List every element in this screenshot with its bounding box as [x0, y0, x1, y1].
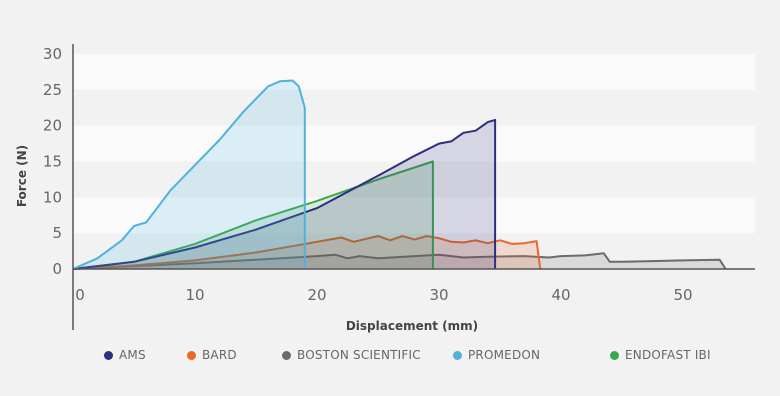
legend-label-ams: AMS: [119, 348, 146, 362]
legend-item-bard: BARD: [187, 348, 237, 362]
x-tick-label: 20: [307, 286, 326, 304]
series-layer: [72, 79, 727, 270]
y-tick-label: 5: [52, 224, 62, 242]
series-area-bard: [73, 236, 541, 269]
legend-swatch-promedon: [453, 350, 462, 360]
y-tick-label: 25: [43, 81, 62, 99]
x-tick-label: 50: [673, 286, 692, 304]
legend-label-promedon: PROMEDON: [468, 348, 541, 362]
legend-label-endofast-ibi: ENDOFAST IBI: [625, 348, 711, 362]
axes: [72, 44, 755, 330]
x-tick-label: 0: [75, 286, 85, 304]
legend-swatch-endofast-ibi: [610, 350, 619, 360]
grid-band: [73, 89, 755, 126]
x-axis-title: Displacement (mm): [346, 319, 478, 333]
y-axis-title: Force (N): [15, 145, 29, 207]
legend-item-promedon: PROMEDON: [453, 348, 540, 362]
tick-labels: 0 5 10 15 20 25 30 0 10 20 30 40 50: [43, 45, 693, 304]
y-tick-label: 20: [43, 117, 62, 135]
y-tick-label: 10: [43, 188, 62, 206]
legend-swatch-ams: [104, 350, 113, 360]
series-area-endofast-ibi: [73, 161, 433, 269]
legend-item-boston-scientific: BOSTON SCIENTIFIC: [282, 348, 421, 362]
legend: AMS BARD BOSTON SCIENTIFIC PROMEDON ENDO…: [0, 348, 780, 372]
legend-item-endofast-ibi: ENDOFAST IBI: [610, 348, 711, 362]
grid-band: [73, 197, 755, 234]
grid-bands: [73, 54, 755, 269]
series-line-promedon: [72, 79, 306, 270]
legend-label-bard: BARD: [202, 348, 237, 362]
legend-label-boston-scientific: BOSTON SCIENTIFIC: [297, 348, 421, 362]
grid-band: [73, 54, 755, 90]
y-tick-label: 30: [43, 45, 62, 63]
series-line-ams: [72, 118, 497, 270]
legend-swatch-boston-scientific: [282, 350, 291, 360]
y-tick-label: 15: [43, 153, 62, 171]
series-area-ams: [73, 119, 496, 270]
series-area-boston-scientific: [73, 253, 726, 269]
x-tick-label: 30: [429, 286, 448, 304]
x-tick-label: 40: [551, 286, 570, 304]
x-tick-label: 10: [185, 286, 204, 304]
series-line-boston-scientific: [72, 252, 727, 270]
series-line-bard: [72, 235, 542, 270]
y-tick-label: 0: [52, 260, 62, 278]
legend-item-ams: AMS: [104, 348, 146, 362]
legend-swatch-bard: [187, 350, 196, 360]
series-area-promedon: [73, 80, 305, 269]
